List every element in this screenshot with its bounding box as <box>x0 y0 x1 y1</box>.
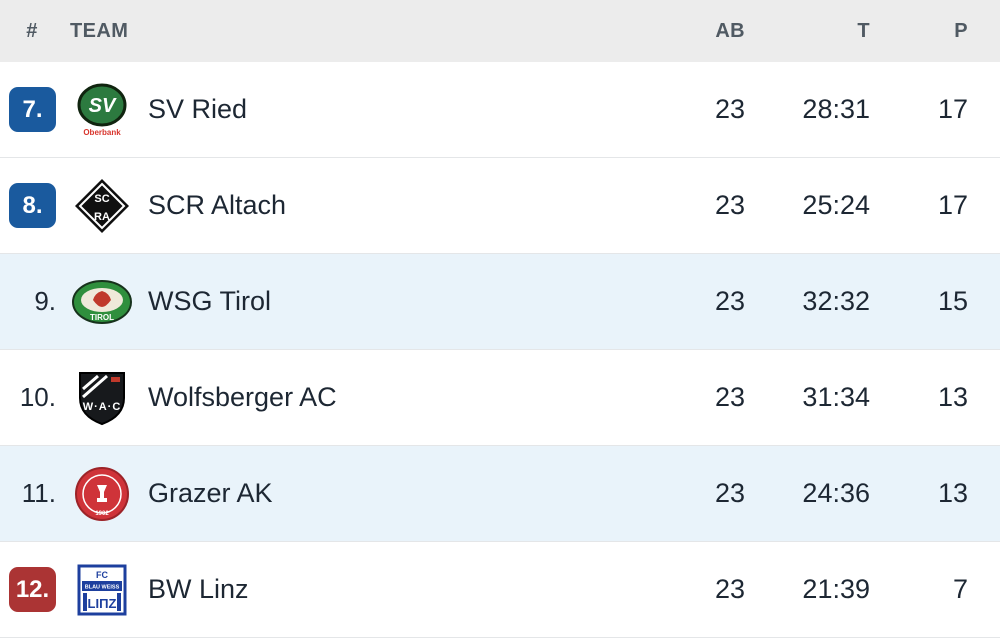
header-team: TEAM <box>70 19 129 42</box>
position-number: 9. <box>34 286 56 316</box>
wolfsberger-ac-caption: W·A·C <box>83 401 122 413</box>
position-number: 10. <box>19 382 56 412</box>
team-name: BW Linz <box>148 574 249 604</box>
matches-played: 23 <box>714 190 745 220</box>
bw-linz-logo: FC BLAU WEISS LIΠZ <box>77 564 127 615</box>
table-row[interactable]: 7. SV Oberbank SV Ried 23 28:31 17 <box>0 62 1000 158</box>
matches-played: 23 <box>714 286 745 316</box>
matches-played: 23 <box>714 382 745 412</box>
grazer-ak-logo: 1902 <box>75 466 129 521</box>
wsg-tirol-logo: TIROL <box>72 279 132 324</box>
goals: 21:39 <box>802 574 870 604</box>
table-row[interactable]: 10. W·A·C Wolfsberger AC 23 31:34 13 <box>0 350 1000 446</box>
points: 17 <box>937 94 968 124</box>
team-name: Grazer AK <box>148 478 273 508</box>
wolfsberger-ac-logo: W·A·C <box>79 371 125 425</box>
goals: 31:34 <box>802 382 870 412</box>
matches-played: 23 <box>714 478 745 508</box>
matches-played: 23 <box>714 574 745 604</box>
matches-played: 23 <box>714 94 745 124</box>
goals: 32:32 <box>802 286 870 316</box>
table-row[interactable]: 8. SC RA SCR Altach 23 25:24 17 <box>0 158 1000 254</box>
table-row[interactable]: 9. TIROL WSG Tirol 23 32:32 15 <box>0 254 1000 350</box>
sv-ried-caption: Oberbank <box>83 128 121 137</box>
table-row[interactable]: 12. FC BLAU WEISS LIΠZ BW Linz 23 21:39 … <box>0 542 1000 638</box>
header-position: # <box>26 19 38 42</box>
team-name: Wolfsberger AC <box>148 382 337 412</box>
scr-altach-text-top: SC <box>94 193 109 205</box>
position-badge: 7. <box>9 87 56 132</box>
header-matches: AB <box>715 19 745 42</box>
sv-ried-monogram: SV <box>89 95 117 117</box>
header-goals: T <box>857 19 870 42</box>
position-badge: 8. <box>9 183 56 228</box>
points: 7 <box>952 574 968 604</box>
grazer-ak-caption: 1902 <box>95 511 109 517</box>
sv-ried-logo: SV Oberbank <box>77 83 127 137</box>
points: 13 <box>937 478 968 508</box>
table-header: # TEAM AB T P <box>0 0 1000 62</box>
position-badge: 12. <box>9 567 56 612</box>
points: 13 <box>937 382 968 412</box>
position-number: 11. <box>21 478 56 508</box>
bw-linz-text-blauweiss: BLAU WEISS <box>85 584 120 590</box>
bw-linz-text-linz: LIΠZ <box>88 596 117 611</box>
goals: 24:36 <box>802 478 870 508</box>
scr-altach-logo: SC RA <box>75 178 129 233</box>
team-name: WSG Tirol <box>148 286 272 316</box>
scr-altach-text-bottom: RA <box>94 211 110 223</box>
team-name: SCR Altach <box>148 190 287 220</box>
goals: 28:31 <box>802 94 870 124</box>
bw-linz-text-fc: FC <box>96 570 108 580</box>
points: 15 <box>937 286 968 316</box>
goals: 25:24 <box>802 190 870 220</box>
points: 17 <box>937 190 968 220</box>
table-row[interactable]: 11. 1902 Grazer AK 23 24:36 13 <box>0 446 1000 542</box>
wsg-tirol-caption: TIROL <box>90 313 114 322</box>
header-points: P <box>954 19 968 42</box>
team-name: SV Ried <box>148 94 248 124</box>
